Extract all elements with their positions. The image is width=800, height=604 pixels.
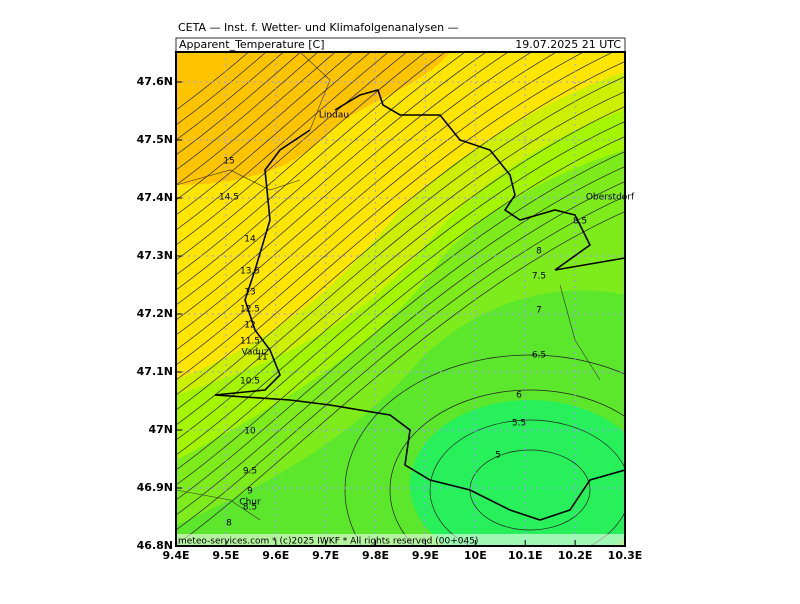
contour-line [176, 52, 285, 141]
contour-line [176, 52, 371, 216]
contour-label: 6.5 [532, 351, 546, 361]
contour-line [429, 419, 625, 546]
contour-label: 13 [244, 288, 255, 298]
contour-line [176, 166, 625, 501]
contour-line [176, 52, 585, 366]
lon-tick-label: 10E [464, 549, 487, 562]
contour-label: 6 [516, 391, 522, 401]
contour-line [176, 196, 625, 531]
contour-line [389, 389, 625, 546]
lat-tick-label: 47.3N [137, 249, 173, 262]
lon-tick-label: 9.4E [162, 549, 189, 562]
contour-line [176, 211, 625, 546]
lon-tick-label: 10.2E [558, 549, 593, 562]
contour-label: 10 [244, 427, 256, 437]
contour-label: 11.5 [240, 337, 260, 347]
contour-label: 12 [244, 321, 255, 331]
contour-line [176, 52, 533, 336]
lat-tick-label: 47.2N [137, 307, 173, 320]
contour-label: 12.5 [240, 305, 260, 315]
place-label: Oberstdorf [586, 193, 635, 203]
contour-label: 14.5 [219, 193, 239, 203]
lat-tick-label: 47.1N [137, 365, 173, 378]
contour-label: 8 [226, 519, 232, 529]
contour-label: 11 [256, 353, 267, 363]
contour-line [176, 52, 408, 246]
map-field [176, 52, 625, 546]
lon-tick-label: 9.7E [312, 549, 339, 562]
lon-tick-label: 9.6E [262, 549, 289, 562]
contour-line [176, 151, 625, 486]
contour-label: 9 [247, 487, 253, 497]
frame [175, 51, 626, 547]
contour-label: 14 [244, 235, 256, 245]
place-label: Lindau [319, 111, 349, 121]
contour-line [176, 52, 466, 291]
contour-line [176, 52, 446, 276]
contour-line [176, 52, 487, 306]
contour-line [176, 52, 558, 351]
contour-label: 7 [536, 306, 542, 316]
boundary [176, 52, 601, 521]
footer: meteo-services.com * (c)2025 IWKF * All … [178, 537, 478, 547]
contour-line [176, 52, 336, 186]
lat-tick-label: 47.6N [137, 75, 173, 88]
footer-strip [176, 534, 625, 546]
contour-label: 5 [495, 451, 501, 461]
contour-line [176, 52, 302, 156]
lon-tick-label: 10.3E [608, 549, 643, 562]
contour-line [176, 52, 267, 126]
contour-line [176, 106, 625, 441]
contour-label: 9.5 [243, 467, 257, 477]
contour-line [176, 52, 509, 321]
border [334, 89, 625, 271]
contour-line [176, 52, 354, 201]
valid-time: 19.07.2025 21 UTC [515, 38, 621, 51]
contour-line [176, 76, 625, 411]
contour-line [176, 181, 625, 516]
contour-label: 13.5 [240, 267, 260, 277]
lon-tick-label: 10.1E [508, 549, 543, 562]
lat-tick-label: 46.8N [137, 539, 173, 552]
contour-line [176, 52, 319, 171]
place-label: Vaduz [241, 348, 268, 358]
contour-line [176, 121, 625, 456]
lon-tick-label: 9.9E [412, 549, 439, 562]
contour-label: 15 [223, 157, 234, 167]
lon-tick-label: 9.8E [362, 549, 389, 562]
contour-label: 10.5 [240, 377, 260, 387]
contour-line [176, 52, 427, 261]
header-title: CETA — Inst. f. Wetter- und Klimafolgena… [178, 21, 459, 34]
field-name: Apparent_Temperature [C] [179, 38, 325, 51]
contour-line [176, 52, 389, 231]
lat-tick-label: 47N [148, 423, 173, 436]
contour-line [344, 354, 625, 546]
contour-line [176, 91, 625, 426]
contour-line [176, 52, 615, 381]
contour-label: 5.5 [512, 419, 526, 429]
lat-tick-label: 47.4N [137, 191, 173, 204]
contour-label: 7.5 [532, 272, 546, 282]
place-label: Chur [239, 498, 261, 508]
contour-line [176, 52, 250, 111]
contour-line [176, 136, 625, 471]
lon-tick-label: 9.5E [212, 549, 239, 562]
contour-label: 8 [536, 247, 542, 257]
contour-label: 8.5 [243, 503, 257, 513]
lat-tick-label: 46.9N [137, 481, 173, 494]
contour-line [176, 61, 625, 396]
lat-tick-label: 47.5N [137, 133, 173, 146]
border [214, 129, 625, 521]
contour-label: 8.5 [573, 217, 587, 227]
